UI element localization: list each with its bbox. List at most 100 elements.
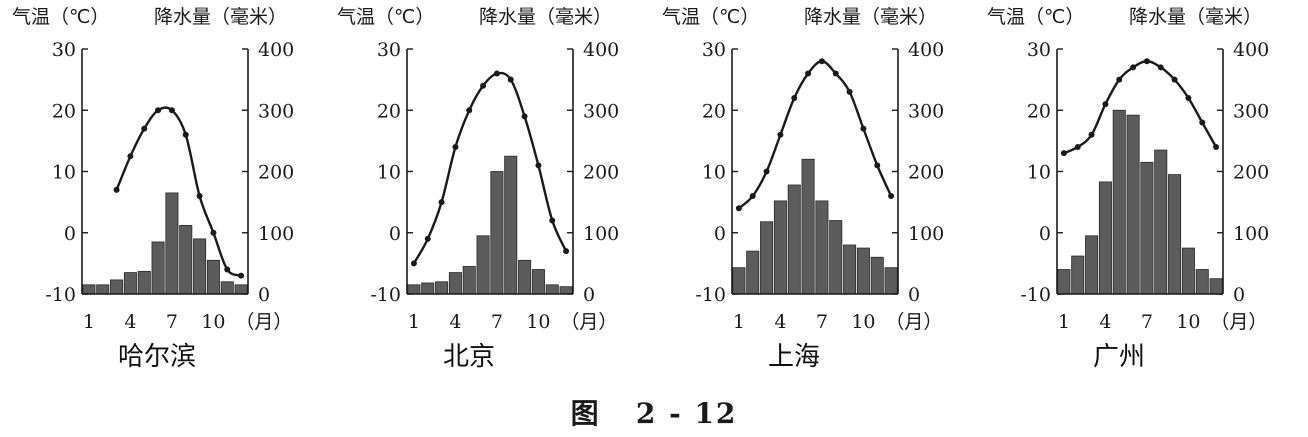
temperature-line xyxy=(738,60,893,210)
temperature-line xyxy=(412,71,568,264)
precip-tick-label: 200 xyxy=(583,162,619,184)
temp-tick-label: 20 xyxy=(377,100,401,122)
precip-bar-2 xyxy=(421,282,435,295)
precip-bar-7 xyxy=(815,200,829,295)
precip-tick-label: 0 xyxy=(583,284,595,306)
figure-caption: 图 2 - 12 xyxy=(0,392,1308,432)
precip-tick-label: 300 xyxy=(908,100,944,122)
temperature-point-1 xyxy=(735,205,742,212)
precip-tick-label: 100 xyxy=(1233,223,1269,245)
temperature-point-10 xyxy=(1185,95,1192,101)
month-tick-label: 10 xyxy=(851,311,875,333)
month-tick-label: 1 xyxy=(1058,311,1070,333)
precip-bar-5 xyxy=(137,270,151,295)
temperature-point-6 xyxy=(1130,64,1137,71)
city-name: 哈尔滨 xyxy=(118,342,196,372)
precip-bar-7 xyxy=(165,192,179,295)
temp-tick-label: -10 xyxy=(695,284,726,306)
precip-bar-11 xyxy=(545,284,559,295)
precip-tick-label: 100 xyxy=(908,223,944,245)
precip-bar-2 xyxy=(746,250,760,295)
temperature-point-11 xyxy=(549,217,556,224)
temperature-point-2 xyxy=(749,193,756,199)
month-tick-label: 1 xyxy=(733,311,745,333)
city-name: 北京 xyxy=(443,342,495,372)
precip-bar-3 xyxy=(760,221,774,295)
month-axis-unit: （月） xyxy=(1210,311,1267,333)
caption-number: 2 - 12 xyxy=(635,397,738,430)
precip-tick-label: 400 xyxy=(258,39,294,61)
precip-bar-12 xyxy=(559,286,573,295)
precip-bar-1 xyxy=(407,284,421,295)
temp-tick-label: -10 xyxy=(1020,284,1051,306)
precip-bar-4 xyxy=(773,200,787,295)
temp-axis-label: 气温（℃） xyxy=(662,6,759,28)
temperature-point-9 xyxy=(196,193,203,199)
temp-tick-label: -10 xyxy=(45,284,76,306)
temp-axis-label: 气温（℃） xyxy=(12,6,109,28)
temp-tick-label: 10 xyxy=(52,162,76,184)
month-tick-label: 4 xyxy=(124,311,136,333)
precip-bar-1 xyxy=(82,284,96,295)
precip-tick-label: 400 xyxy=(1233,39,1269,61)
temperature-point-5 xyxy=(141,125,148,132)
temp-tick-label: 20 xyxy=(1027,100,1051,122)
temperature-point-11 xyxy=(1199,119,1206,126)
month-tick-label: 10 xyxy=(201,311,225,333)
precip-bar-5 xyxy=(1112,109,1126,295)
precip-bar-10 xyxy=(856,247,870,295)
temp-tick-label: 10 xyxy=(1027,162,1051,184)
temperature-line xyxy=(115,106,242,277)
month-tick-label: 4 xyxy=(1099,311,1111,333)
temperature-point-3 xyxy=(438,199,445,206)
temperature-point-7 xyxy=(168,107,175,114)
temperature-point-6 xyxy=(805,70,812,77)
temperature-point-4 xyxy=(1102,101,1109,108)
precip-bar-5 xyxy=(462,266,476,295)
month-axis-unit: （月） xyxy=(885,311,942,333)
precip-bar-8 xyxy=(1154,149,1168,295)
temp-tick-label: 0 xyxy=(64,223,76,245)
precip-tick-label: 0 xyxy=(258,284,270,306)
temperature-point-3 xyxy=(763,168,770,175)
temp-tick-label: 20 xyxy=(52,100,76,122)
temp-tick-label: 20 xyxy=(702,100,726,122)
temp-tick-label: 30 xyxy=(1027,39,1051,61)
temp-tick-label: 0 xyxy=(714,223,726,245)
precip-bar-4 xyxy=(123,272,137,295)
precip-bar-12 xyxy=(234,284,248,295)
precip-bar-8 xyxy=(829,220,843,295)
month-axis-unit: （月） xyxy=(235,311,292,333)
temperature-point-9 xyxy=(1171,76,1178,83)
city-name: 上海 xyxy=(768,342,820,372)
precip-tick-label: 100 xyxy=(258,223,294,245)
precip-bar-10 xyxy=(206,259,220,295)
temperature-point-11 xyxy=(224,266,231,273)
precip-bar-11 xyxy=(220,281,234,295)
precip-bar-1 xyxy=(732,267,746,295)
precip-tick-label: 0 xyxy=(908,284,920,306)
precip-bar-3 xyxy=(435,281,449,295)
month-tick-label: 4 xyxy=(774,311,786,333)
temperature-point-9 xyxy=(846,88,853,95)
temperature-point-12 xyxy=(888,193,895,199)
precip-bar-11 xyxy=(870,256,884,295)
temperature-point-1 xyxy=(410,260,417,267)
temperature-point-10 xyxy=(535,162,542,169)
month-tick-label: 4 xyxy=(449,311,461,333)
caption-label: 图 xyxy=(570,397,601,430)
precip-bar-4 xyxy=(1098,181,1112,295)
precip-axis-label: 降水量（毫米） xyxy=(154,6,287,28)
precip-tick-label: 300 xyxy=(258,100,294,122)
precip-tick-label: 200 xyxy=(908,162,944,184)
temp-axis-label: 气温（℃） xyxy=(987,6,1084,28)
precip-bar-9 xyxy=(518,259,532,295)
temp-tick-label: 30 xyxy=(52,39,76,61)
precip-tick-label: 300 xyxy=(1233,100,1269,122)
precip-bar-9 xyxy=(193,238,207,295)
temperature-point-9 xyxy=(521,113,528,120)
city-name: 广州 xyxy=(1093,342,1145,372)
temperature-point-5 xyxy=(1116,76,1123,83)
temperature-point-10 xyxy=(860,125,867,132)
